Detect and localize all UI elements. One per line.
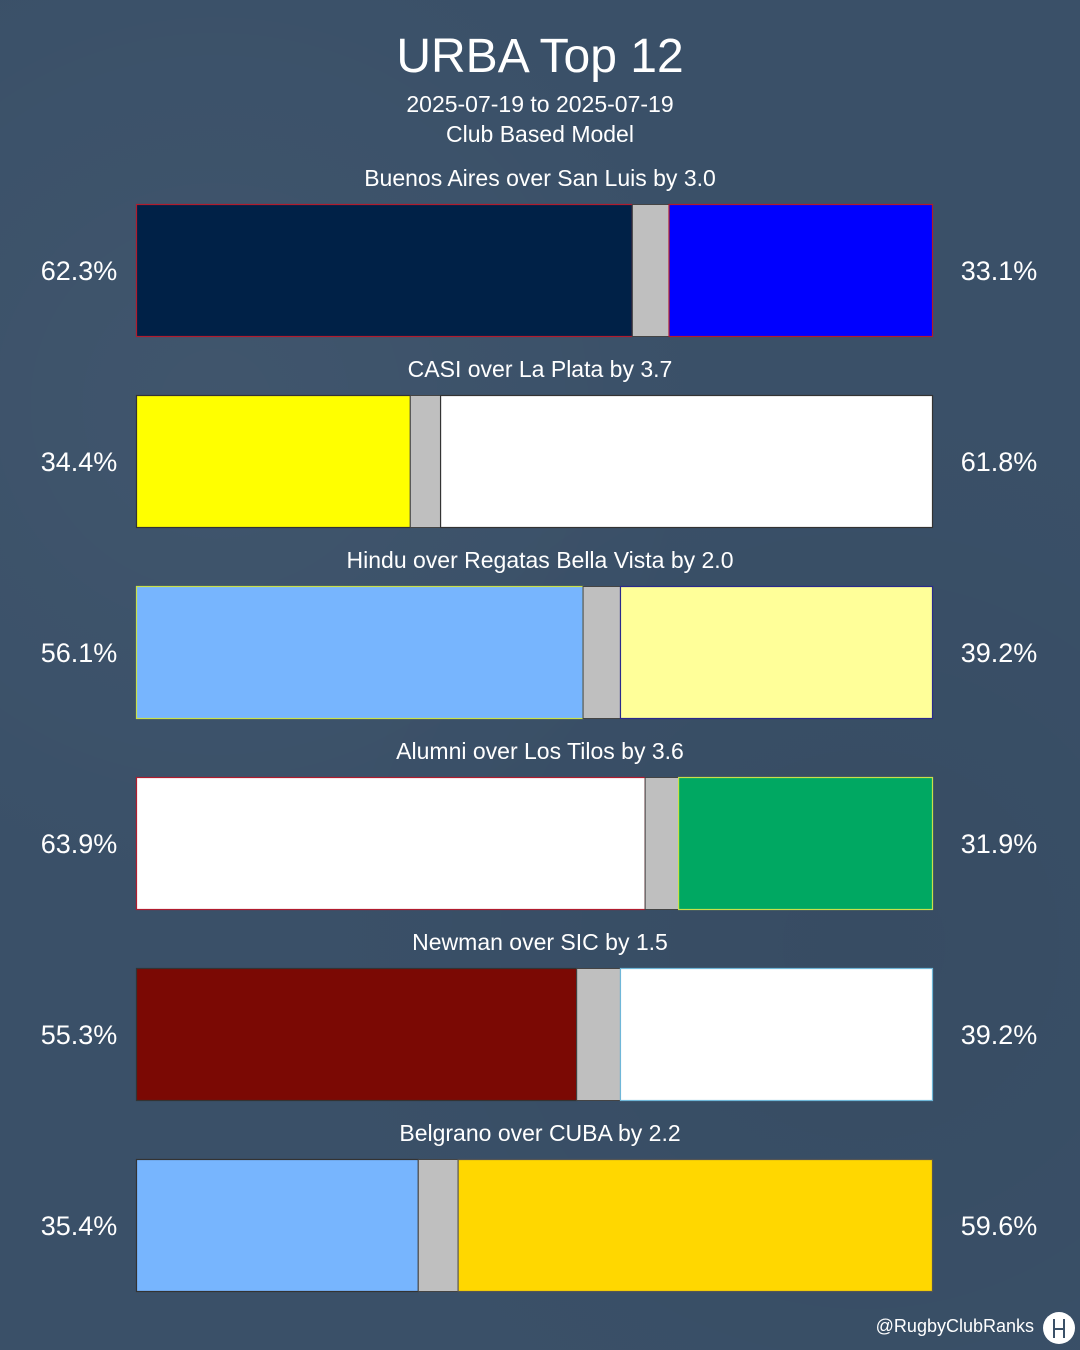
match-label: Hindu over Regatas Bella Vista by 2.0 bbox=[347, 547, 734, 573]
draw-bar bbox=[576, 968, 621, 1101]
home-win-bar bbox=[135, 776, 646, 911]
draw-bar bbox=[582, 586, 621, 719]
home-win-bar bbox=[135, 1158, 419, 1293]
home-win-pct: 63.9% bbox=[41, 829, 118, 859]
home-win-bar bbox=[135, 585, 584, 720]
away-win-bar bbox=[619, 967, 934, 1102]
away-win-pct: 39.2% bbox=[961, 638, 1038, 668]
away-win-pct: 59.6% bbox=[961, 1211, 1038, 1241]
home-win-pct: 56.1% bbox=[41, 638, 118, 668]
match-label: CASI over La Plata by 3.7 bbox=[408, 356, 673, 382]
away-win-bar bbox=[457, 1158, 934, 1293]
home-win-pct: 34.4% bbox=[41, 447, 118, 477]
home-win-pct: 35.4% bbox=[41, 1211, 118, 1241]
match-label: Newman over SIC by 1.5 bbox=[412, 929, 668, 955]
away-win-pct: 33.1% bbox=[961, 256, 1038, 286]
footer-handle[interactable]: @RugbyClubRanks bbox=[875, 1316, 1034, 1336]
match-label: Alumni over Los Tilos by 3.6 bbox=[396, 738, 684, 764]
away-win-pct: 31.9% bbox=[961, 829, 1038, 859]
date-range: 2025-07-19 to 2025-07-19 bbox=[406, 91, 674, 117]
home-win-pct: 62.3% bbox=[41, 256, 118, 286]
draw-bar bbox=[644, 777, 680, 910]
match-label: Buenos Aires over San Luis by 3.0 bbox=[364, 165, 716, 191]
home-win-bar bbox=[135, 394, 411, 529]
away-win-bar bbox=[677, 776, 934, 911]
away-win-bar bbox=[439, 394, 934, 529]
draw-bar bbox=[409, 395, 442, 528]
rugby-posts-icon bbox=[1043, 1312, 1075, 1344]
away-win-pct: 39.2% bbox=[961, 1020, 1038, 1050]
home-win-pct: 55.3% bbox=[41, 1020, 118, 1050]
away-win-bar bbox=[668, 203, 934, 338]
match-label: Belgrano over CUBA by 2.2 bbox=[399, 1120, 680, 1146]
draw-bar bbox=[417, 1159, 459, 1292]
home-win-bar bbox=[135, 967, 578, 1102]
model-name: Club Based Model bbox=[446, 121, 634, 147]
chart-title: URBA Top 12 bbox=[396, 30, 684, 83]
away-win-bar bbox=[619, 585, 934, 720]
home-win-bar bbox=[135, 203, 634, 338]
away-win-pct: 61.8% bbox=[961, 447, 1038, 477]
draw-bar bbox=[631, 204, 670, 337]
